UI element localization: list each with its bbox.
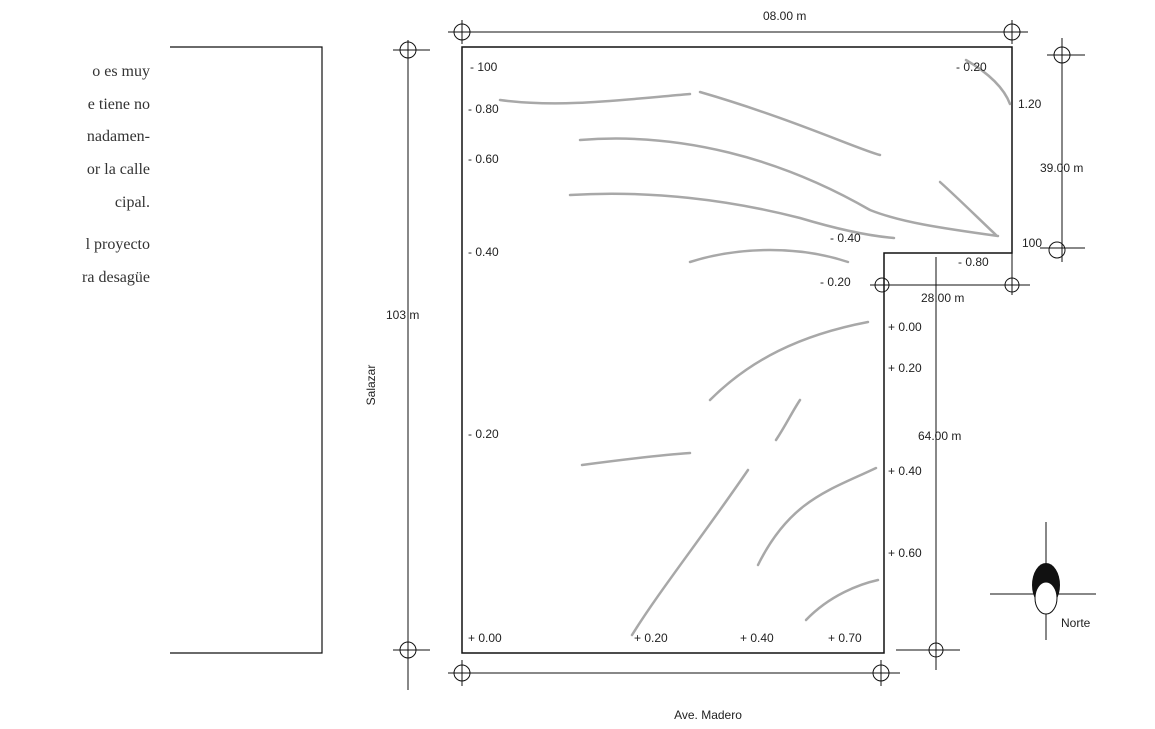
level-label: - 0.80 [958, 255, 989, 269]
street-label-west: Salazar [364, 365, 378, 406]
dimension-label-left: 103 m [386, 308, 419, 322]
contour-line [580, 451, 692, 467]
level-label: - 0.20 [820, 275, 851, 289]
north-label: Norte [1061, 616, 1091, 630]
level-label: - 0.40 [830, 231, 861, 245]
contour-line [498, 92, 692, 105]
left-text-line: cipal. [114, 194, 150, 211]
level-label: + 0.00 [468, 631, 502, 645]
north-arrow-icon: Norte [990, 522, 1096, 640]
level-label: + 0.70 [828, 631, 862, 645]
top-dimension: 08.00 m [448, 9, 1028, 44]
level-label: + 0.40 [888, 464, 922, 478]
lot-outline [461, 46, 1013, 654]
level-label: + 0.40 [740, 631, 774, 645]
left-text-line: or la calle [86, 161, 150, 178]
level-label: - 100 [470, 60, 498, 74]
level-label: - 0.20 [956, 60, 987, 74]
contour-line [964, 58, 1012, 106]
right-upper-dimension: 39.00 m [1040, 38, 1085, 262]
level-label: 1.20 [1018, 97, 1042, 111]
street-label-south: Ave. Madero [674, 708, 742, 722]
terrain-contours [498, 58, 1012, 637]
contour-line [698, 90, 882, 157]
left-text-line: ra desagüe [82, 269, 150, 286]
level-label: + 0.60 [888, 546, 922, 560]
level-label: 100 [1022, 236, 1042, 250]
bottom-dimension [448, 660, 900, 686]
level-label: + 0.00 [888, 320, 922, 334]
left-text-line: l proyecto [85, 236, 150, 253]
dimension-label-top: 08.00 m [763, 9, 806, 23]
dimension-label-right-lower: 64.00 m [918, 429, 961, 443]
level-label: - 0.20 [468, 427, 499, 441]
left-text-line: nadamen- [86, 128, 150, 145]
right-lower-dimension: 64.00 m [896, 257, 961, 670]
notch-dimension: 28.00 m [870, 253, 1030, 305]
contour-line [774, 398, 802, 442]
contour-line [938, 180, 998, 237]
left-text-line: e tiene no [87, 96, 150, 113]
left-dimension: 103 m [386, 40, 430, 690]
contour-line [568, 192, 896, 240]
level-label: - 0.40 [468, 245, 499, 259]
text-frame [170, 46, 323, 654]
contour-line [708, 320, 870, 402]
contour-line [756, 466, 878, 567]
dimension-label-notch: 28.00 m [921, 291, 964, 305]
contour-line [578, 137, 1000, 238]
contour-line [688, 248, 850, 264]
dimension-label-right-upper: 39.00 m [1040, 161, 1083, 175]
level-label: + 0.20 [634, 631, 668, 645]
level-labels: - 100 - 0.20 1.20 100 - 0.80 - 0.60 - 0.… [468, 60, 1042, 645]
contour-line [804, 578, 880, 622]
left-text-line: o es muy [92, 63, 150, 80]
contour-line [630, 468, 750, 637]
level-label: - 0.80 [468, 102, 499, 116]
level-label: - 0.60 [468, 152, 499, 166]
level-label: + 0.20 [888, 361, 922, 375]
